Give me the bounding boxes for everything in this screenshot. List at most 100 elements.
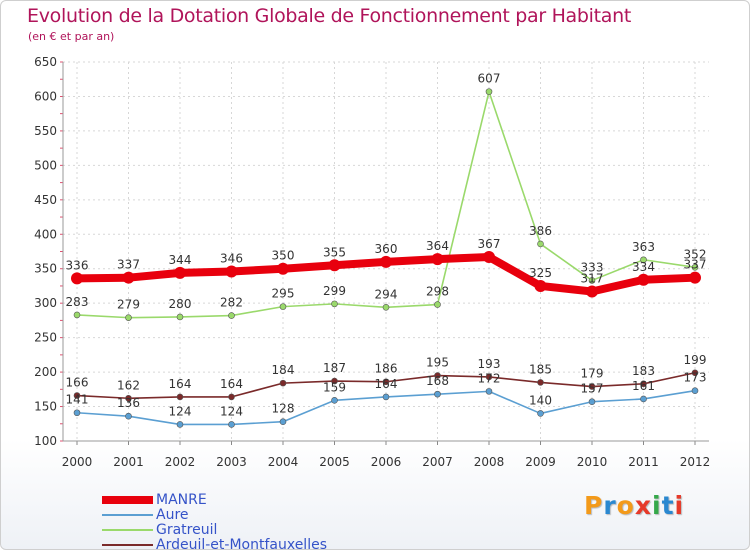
- data-label: 337: [684, 258, 707, 272]
- data-point: [691, 369, 699, 377]
- data-point: [176, 313, 184, 321]
- data-label: 187: [323, 361, 346, 375]
- x-tick-label: 2010: [577, 455, 608, 469]
- data-label: 280: [169, 297, 192, 311]
- legend-label: MANRE: [156, 492, 207, 508]
- data-label: 157: [581, 382, 604, 396]
- y-tick-label: 550: [34, 124, 57, 138]
- data-label: 352: [684, 247, 707, 261]
- data-point: [125, 412, 132, 420]
- data-point: [228, 393, 235, 401]
- data-point: [588, 398, 596, 406]
- x-tick-label: 2011: [628, 455, 659, 469]
- data-label: 179: [581, 367, 604, 381]
- legend-label: Gratreuil: [156, 522, 218, 538]
- x-tick-label: 2002: [165, 455, 196, 469]
- data-point: [176, 421, 184, 428]
- data-label: 298: [426, 285, 449, 299]
- x-tick-label: 2012: [680, 455, 711, 469]
- x-tick-label: 2000: [62, 455, 93, 469]
- proxiti-logo: Proxiti: [584, 491, 685, 520]
- data-point: [279, 303, 287, 310]
- data-label: 164: [220, 377, 243, 391]
- data-label: 159: [323, 380, 346, 394]
- data-label: 336: [66, 258, 89, 272]
- data-point: [434, 390, 441, 398]
- data-label: 136: [117, 396, 140, 410]
- data-label: 344: [169, 253, 192, 267]
- data-label: 360: [375, 242, 398, 256]
- data-label: 283: [66, 295, 89, 309]
- data-label: 195: [426, 356, 449, 370]
- data-label: 186: [375, 362, 398, 376]
- data-point: [483, 251, 495, 264]
- data-label: 363: [632, 240, 655, 254]
- y-tick-label: 200: [34, 365, 57, 379]
- data-point: [125, 314, 132, 321]
- y-tick-label: 450: [34, 193, 57, 207]
- data-label: 183: [632, 364, 655, 378]
- data-label: 124: [169, 404, 192, 418]
- data-label: 128: [272, 402, 295, 416]
- data-point: [73, 311, 81, 319]
- data-point: [640, 380, 647, 388]
- data-point: [534, 279, 547, 292]
- data-label: 161: [632, 379, 655, 393]
- legend-label: Ardeuil-et-Montfauxelles: [156, 537, 327, 550]
- data-label: 364: [426, 239, 449, 253]
- data-point: [228, 312, 235, 319]
- data-label: 346: [220, 251, 243, 265]
- data-label: 140: [529, 393, 552, 407]
- data-label: 337: [117, 258, 140, 272]
- data-point: [331, 300, 338, 308]
- x-tick-label: 2004: [268, 455, 299, 469]
- data-point: [640, 395, 647, 403]
- legend-label: Aure: [156, 507, 189, 523]
- data-label: 166: [66, 376, 89, 390]
- data-point: [537, 240, 544, 248]
- data-point: [125, 394, 132, 402]
- data-point: [382, 378, 390, 386]
- x-tick-label: 2001: [113, 455, 144, 469]
- y-tick-label: 300: [34, 296, 57, 310]
- data-label: 199: [684, 353, 707, 367]
- data-point: [434, 301, 441, 308]
- y-tick-label: 250: [34, 331, 57, 345]
- data-point: [382, 304, 390, 311]
- data-point: [176, 393, 184, 401]
- data-point: [174, 266, 186, 279]
- data-point: [331, 397, 338, 404]
- data-point: [485, 373, 493, 381]
- data-label: 350: [272, 249, 295, 263]
- y-tick-label: 150: [34, 400, 57, 414]
- data-point: [225, 265, 238, 278]
- y-tick-label: 600: [34, 89, 57, 103]
- data-label: 282: [220, 296, 243, 310]
- y-tick-label: 100: [34, 434, 57, 448]
- data-point: [73, 409, 81, 417]
- chart-subtitle: (en € et par an): [28, 30, 115, 43]
- data-point: [586, 285, 598, 298]
- x-tick-label: 2009: [525, 455, 556, 469]
- data-label: 294: [375, 287, 398, 301]
- data-label: 333: [581, 260, 604, 274]
- data-point: [691, 264, 699, 271]
- data-point: [588, 383, 596, 390]
- data-point: [485, 388, 493, 395]
- data-label: 295: [272, 287, 295, 301]
- data-label: 173: [684, 371, 707, 385]
- data-point: [537, 410, 544, 417]
- data-label: 386: [529, 224, 552, 238]
- data-point: [228, 421, 235, 428]
- data-label: 185: [529, 362, 552, 376]
- x-tick-label: 2006: [371, 455, 402, 469]
- data-label: 172: [478, 371, 501, 385]
- x-tick-label: 2008: [474, 455, 505, 469]
- data-point: [328, 259, 341, 272]
- data-point: [588, 277, 596, 284]
- data-point: [434, 372, 441, 379]
- data-point: [279, 418, 287, 426]
- data-label: 124: [220, 404, 243, 418]
- data-label: 164: [169, 377, 192, 391]
